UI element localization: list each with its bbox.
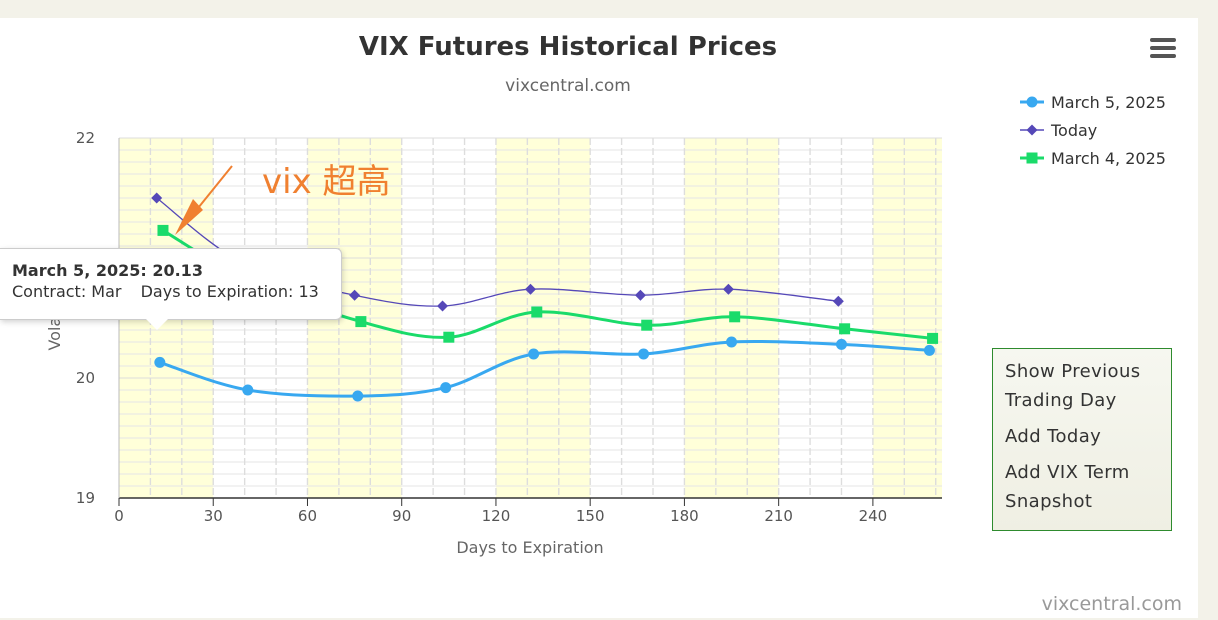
tooltip-title: March 5, 2025: 20.13 — [12, 261, 203, 280]
tooltip: March 5, 2025: 20.13 Contract: Mar Days … — [0, 248, 342, 320]
y-tick-label: 20 — [76, 369, 95, 387]
data-point — [839, 323, 851, 335]
data-point — [154, 356, 166, 368]
data-point — [832, 295, 844, 307]
show-previous-trading-day-button[interactable]: Show Previous Trading Day — [1005, 361, 1141, 411]
data-point — [927, 332, 939, 344]
data-point — [349, 289, 361, 301]
legend-marker — [1026, 124, 1038, 136]
data-point — [722, 283, 734, 295]
data-point — [641, 319, 653, 331]
x-tick-label: 150 — [576, 507, 605, 525]
data-point — [726, 336, 738, 348]
x-tick-labels: 0 30 60 90 120 150 180 210 240 — [114, 507, 887, 525]
tooltip-days: Days to Expiration: 13 — [140, 282, 319, 301]
x-tick-label: 60 — [298, 507, 317, 525]
chart-card: VIX Futures Historical Prices vixcentral… — [0, 18, 1198, 618]
data-point — [352, 390, 364, 402]
credit-link[interactable]: vixcentral.com — [1042, 593, 1182, 615]
x-axis-title: Days to Expiration — [456, 538, 603, 557]
legend-label: Today — [1050, 121, 1097, 140]
x-tick-label: 240 — [859, 507, 888, 525]
data-point — [151, 192, 163, 204]
legend-marker — [1026, 96, 1038, 108]
data-point — [355, 316, 367, 328]
data-point — [525, 283, 536, 295]
chart-subtitle: vixcentral.com — [505, 76, 631, 96]
add-vix-term-snapshot-button[interactable]: Add VIX Term Snapshot — [1005, 462, 1130, 512]
y-tick-label: 22 — [76, 129, 95, 147]
data-point — [638, 348, 650, 360]
annotation-arrow — [175, 165, 233, 235]
x-tick-label: 0 — [114, 507, 124, 525]
legend: March 5, 2025 Today March 4, 2025 — [1020, 93, 1166, 168]
x-tick-label: 120 — [482, 507, 511, 525]
tooltip-contract: Contract: Mar — [12, 282, 122, 301]
hamburger-menu-icon[interactable] — [1150, 38, 1176, 60]
data-point — [835, 338, 847, 350]
x-tick-label: 210 — [764, 507, 793, 525]
data-point — [242, 384, 254, 396]
add-today-button[interactable]: Add Today — [1005, 426, 1102, 447]
data-point — [157, 224, 169, 236]
x-tick-label: 30 — [204, 507, 223, 525]
data-point — [437, 300, 449, 312]
legend-label: March 4, 2025 — [1051, 149, 1166, 168]
data-point — [528, 348, 540, 360]
day-options-menu: Show Previous Trading Day Add Today Add … — [992, 348, 1172, 531]
data-point — [923, 344, 935, 356]
x-tick-label: 180 — [670, 507, 699, 525]
annotation-text: vix 超高 — [262, 162, 391, 202]
legend-marker — [1026, 152, 1038, 164]
series-markers — [151, 192, 939, 402]
data-point — [634, 289, 646, 301]
data-point — [443, 331, 455, 343]
chart-title: VIX Futures Historical Prices — [359, 32, 777, 62]
legend-label: March 5, 2025 — [1051, 93, 1166, 112]
chart: VIX Futures Historical Prices vixcentral… — [45, 32, 1182, 615]
y-tick-label: 19 — [76, 489, 95, 507]
data-point — [729, 311, 741, 323]
data-point — [440, 382, 452, 394]
data-point — [531, 306, 543, 318]
tooltip-pointer — [146, 319, 168, 330]
x-tick-label: 90 — [392, 507, 411, 525]
